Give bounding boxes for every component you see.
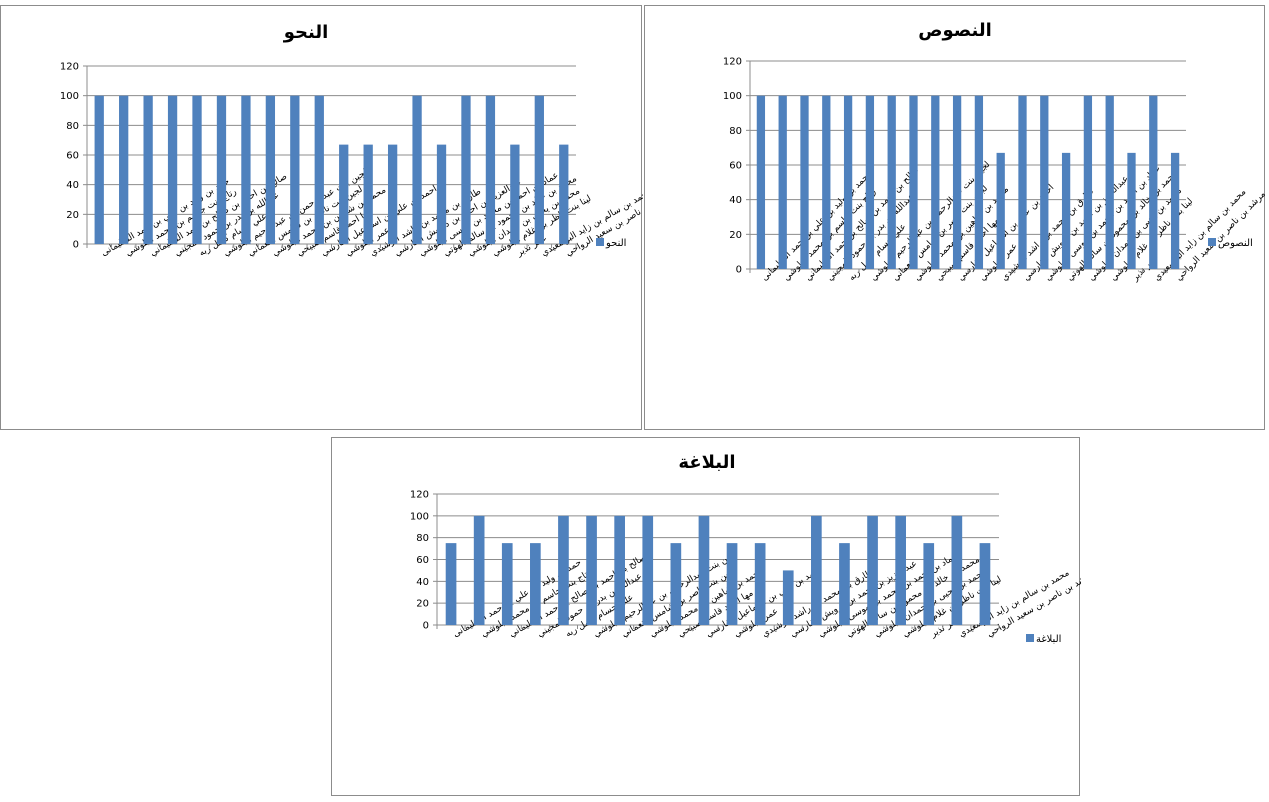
chart-title: البلاغة [678,452,735,473]
bar [412,95,422,245]
bar [843,95,853,270]
y-tick-label: 20 [729,230,742,241]
bar [1105,95,1114,270]
y-tick-label: 0 [423,621,429,632]
bar [1061,152,1071,269]
bar [726,543,738,625]
chart-panel-balagha: البلاغة 0 20 40 60 80 100 120 حمد بن وليد بن علي… [331,437,1081,796]
bar [979,543,991,625]
legend-label: النصوص [1218,238,1253,249]
legend-swatch [1208,238,1216,246]
bar [839,543,850,625]
bar [473,515,485,625]
legend-label: البلاغة [1036,634,1061,645]
bar [559,144,569,244]
legend-swatch [1026,634,1034,642]
y-tick-label: 120 [723,57,742,68]
bar [1170,152,1180,269]
bar [996,152,1005,269]
bar [461,95,471,245]
bar [167,95,178,245]
y-tick-label: 20 [416,599,429,610]
bar [558,515,569,625]
y-tick-label: 40 [729,195,742,206]
bar [314,95,324,245]
y-tick-label: 40 [66,180,79,191]
bar [800,95,809,270]
bar [501,543,513,625]
bar [614,515,625,625]
bar [1018,95,1027,270]
bar [485,95,496,245]
bar [241,95,251,245]
chart-panel-nahw: النحو 0 20 40 60 80 100 120 حمد بن وليد بن علي ب… [0,5,643,430]
bar [952,95,962,270]
bar [510,144,520,244]
y-tick-label: 100 [410,511,429,522]
bar [895,515,906,625]
y-tick-label: 60 [729,161,742,172]
bar [754,543,766,625]
y-tick-label: 120 [410,490,429,501]
bar [192,95,202,245]
bar [951,515,963,625]
y-tick-label: 0 [73,240,79,251]
chart-title: النحو [283,22,329,43]
bar [436,144,447,244]
bar [339,144,349,244]
bar [865,95,875,270]
bar [94,95,104,245]
y-tick-label: 100 [60,91,79,102]
bar [530,543,541,625]
bar [931,95,940,270]
bar [1083,95,1093,270]
y-tick-label: 60 [66,151,79,162]
bar [1040,95,1049,270]
bar [778,95,787,270]
y-tick-label: 80 [66,121,79,132]
bar [698,515,710,625]
bar [586,515,597,625]
y-tick-label: 80 [729,126,742,137]
bar [387,144,398,244]
legend-swatch [596,238,604,246]
bar [119,95,129,245]
bar [909,95,918,270]
bar [363,144,373,244]
y-tick-label: 0 [736,265,742,276]
bar [290,95,300,245]
bar [670,543,682,625]
y-tick-label: 120 [60,62,79,73]
chart-title: النصوص [918,20,992,41]
legend-label: النحو [605,238,626,249]
y-tick-label: 20 [66,210,79,221]
bar [756,95,766,270]
bar [216,95,227,245]
y-tick-label: 80 [416,533,429,544]
bar [143,95,153,245]
bar [534,95,544,245]
y-tick-label: 40 [416,577,429,588]
bar [265,95,276,245]
y-tick-label: 100 [723,91,742,102]
bar [923,543,935,625]
y-tick-label: 60 [416,555,429,566]
bar [782,570,794,625]
bar [822,95,831,270]
bar [887,95,896,270]
bar [1127,152,1136,269]
bar [1149,95,1158,270]
bar [642,515,654,625]
bar [811,515,822,625]
bar [867,515,878,625]
bar [974,95,984,270]
chart-panel-nusus: النصوص 0 20 40 60 80 100 120 حمد بن وليد بن علي … [644,5,1266,430]
bar [445,543,457,625]
